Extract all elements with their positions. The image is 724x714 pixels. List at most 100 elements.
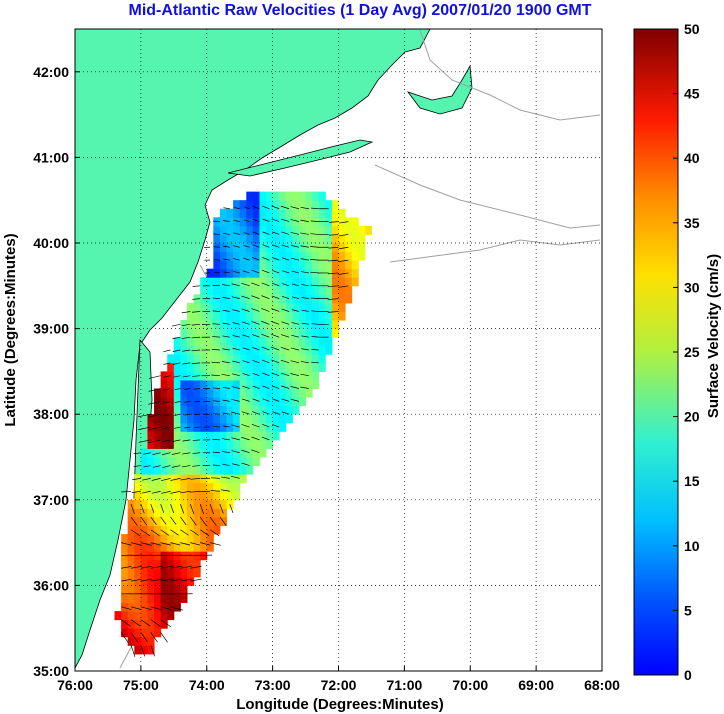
- velocity-cell: [140, 542, 148, 552]
- velocity-vector: [252, 231, 260, 235]
- velocity-cell: [160, 474, 168, 484]
- velocity-cell: [246, 439, 254, 449]
- velocity-cell: [226, 405, 234, 415]
- velocity-cell: [233, 302, 241, 312]
- velocity-cell: [140, 448, 148, 458]
- velocity-cell: [259, 260, 267, 270]
- velocity-cell: [160, 414, 168, 424]
- velocity-vector: [130, 516, 138, 526]
- velocity-cell: [292, 337, 300, 347]
- velocity-cell: [239, 243, 247, 253]
- velocity-vector: [181, 311, 191, 314]
- velocity-cell: [200, 534, 208, 544]
- velocity-cell: [331, 302, 339, 312]
- velocity-vector: [170, 606, 183, 611]
- velocity-cell: [167, 457, 175, 467]
- velocity-cell: [233, 320, 241, 330]
- velocity-cell: [325, 311, 333, 321]
- velocity-cell: [279, 320, 287, 330]
- velocity-cell: [239, 388, 247, 398]
- velocity-cell: [246, 337, 254, 347]
- velocity-cell: [147, 559, 155, 569]
- velocity-vector: [252, 372, 260, 377]
- velocity-vector: [212, 400, 220, 402]
- velocity-vector: [262, 385, 270, 389]
- velocity-vector: [160, 529, 169, 536]
- velocity-cell: [325, 200, 333, 210]
- velocity-vector: [272, 231, 280, 235]
- velocity-cell: [266, 362, 274, 372]
- y-tick-label: 41:00: [33, 149, 69, 165]
- velocity-cell: [259, 337, 267, 347]
- velocity-cell: [219, 362, 228, 372]
- velocity-cell: [206, 534, 214, 544]
- velocity-cell: [285, 217, 293, 227]
- colorbar-label: Surface Velocity (cm/s): [705, 254, 722, 418]
- velocity-cell: [167, 354, 175, 364]
- velocity-cell: [272, 431, 280, 441]
- velocity-cell: [292, 208, 300, 218]
- velocity-cell: [246, 208, 254, 218]
- velocity-cell: [147, 585, 155, 595]
- velocity-cell: [252, 191, 260, 201]
- velocity-cell: [154, 568, 162, 578]
- velocity-vector: [150, 619, 161, 627]
- colorbar-tick-label: 10: [684, 538, 700, 554]
- velocity-cell: [200, 354, 208, 364]
- velocity-cell: [186, 405, 195, 415]
- velocity-vector: [310, 259, 319, 261]
- velocity-cell: [200, 328, 208, 338]
- velocity-cell: [154, 465, 162, 475]
- velocity-cell: [285, 208, 293, 218]
- velocity-vector: [163, 349, 171, 353]
- velocity-cell: [285, 268, 293, 278]
- velocity-vector: [271, 385, 280, 389]
- velocity-cell: [279, 371, 287, 381]
- velocity-cell: [345, 225, 353, 235]
- velocity-cell: [121, 576, 129, 586]
- velocity-cell: [305, 200, 313, 210]
- colorbar-tick-label: 25: [684, 344, 700, 360]
- velocity-cell: [213, 225, 221, 235]
- velocity-cell: [121, 628, 129, 638]
- velocity-cell: [134, 636, 142, 646]
- velocity-cell: [213, 465, 221, 475]
- velocity-vector: [162, 439, 171, 443]
- velocity-vector: [212, 284, 220, 287]
- velocity-vector: [251, 308, 260, 312]
- velocity-cell: [121, 551, 129, 561]
- velocity-cell: [180, 568, 188, 578]
- velocity-cell: [200, 362, 208, 372]
- velocity-vector: [232, 322, 240, 325]
- velocity-vector: [121, 490, 132, 493]
- velocity-cell: [279, 354, 287, 364]
- velocity-vector: [213, 426, 220, 428]
- velocity-cell: [167, 397, 175, 407]
- velocity-cell: [200, 431, 208, 441]
- velocity-cell: [246, 448, 254, 458]
- velocity-cell: [345, 277, 353, 287]
- velocity-vector: [180, 529, 189, 536]
- velocity-vector: [310, 207, 319, 210]
- velocity-cell: [154, 405, 162, 415]
- velocity-cell: [246, 225, 254, 235]
- velocity-cell: [259, 302, 267, 312]
- velocity-vector: [262, 411, 270, 415]
- velocity-cell: [312, 200, 320, 210]
- velocity-vector: [160, 632, 168, 643]
- velocity-cell: [121, 559, 129, 569]
- velocity-cell: [252, 277, 260, 287]
- velocity-vector: [231, 398, 240, 402]
- velocity-cell: [206, 337, 214, 347]
- velocity-cell: [140, 551, 148, 561]
- velocity-cell: [173, 559, 181, 569]
- velocity-cell: [167, 482, 175, 492]
- velocity-cell: [239, 337, 247, 347]
- velocity-vector: [233, 219, 240, 222]
- velocity-cell: [186, 516, 195, 526]
- velocity-cell: [206, 542, 214, 552]
- velocity-cell: [193, 362, 201, 372]
- velocity-cell: [127, 585, 135, 595]
- velocity-cell: [200, 491, 208, 501]
- velocity-vector: [199, 516, 207, 526]
